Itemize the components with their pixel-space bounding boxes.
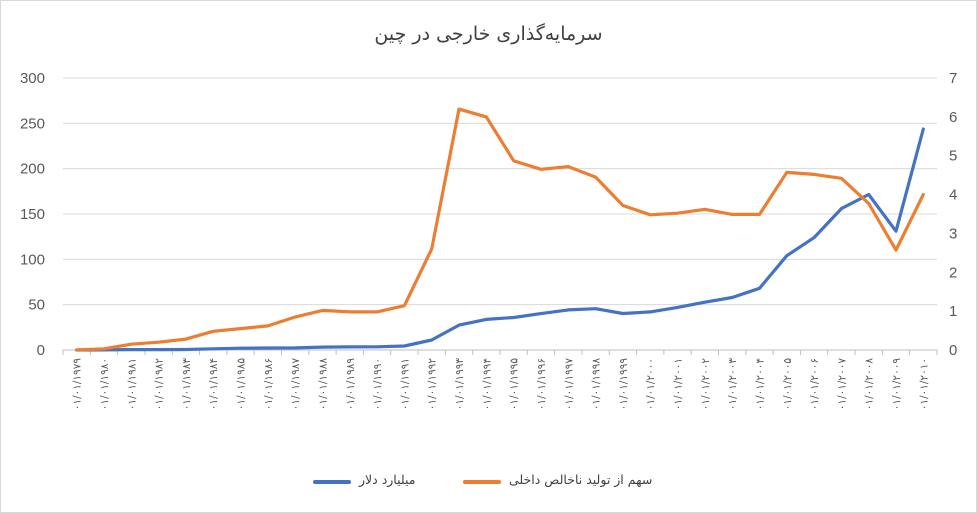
x-tick-label: ۰۱/۰۱/۱۹۸۱ bbox=[126, 358, 138, 410]
y-right-tick-label: 0 bbox=[949, 342, 957, 359]
x-tick-label: ۰۱/۰۱/۱۹۹۸ bbox=[591, 358, 603, 411]
chart-title: سرمایه‌گذاری خارجی در چین bbox=[374, 23, 603, 45]
series-line-gdp-share bbox=[75, 107, 925, 352]
legend-label: میلیارد دلار bbox=[359, 472, 416, 487]
x-tick-label: ۰۱/۰۱/۱۹۸۵ bbox=[236, 358, 248, 411]
y-left-tick-label: 300 bbox=[20, 70, 45, 87]
x-tick-label: ۰۱/۰۱/۲۰۰۳ bbox=[727, 358, 739, 411]
legend-swatch-orange bbox=[463, 480, 501, 484]
legend-label: سهم از تولید ناخالص داخلی bbox=[509, 472, 653, 487]
x-tick-label: ۰۱/۰۱/۲۰۰۷ bbox=[836, 358, 848, 411]
x-tick-label: ۰۱/۰۱/۲۰۰۶ bbox=[809, 358, 821, 410]
x-tick-label: ۰۱/۰۱/۱۹۸۷ bbox=[290, 358, 302, 411]
y-right-tick-label: 3 bbox=[949, 225, 957, 242]
y-right-tick-label: 2 bbox=[949, 264, 957, 281]
x-tick-label: ۰۱/۰۱/۱۹۸۰ bbox=[99, 358, 111, 410]
y-left-tick-label: 250 bbox=[20, 115, 45, 132]
x-tick-label: ۰۱/۰۱/۲۰۰۴ bbox=[754, 358, 766, 410]
x-tick-label: ۰۱/۰۱/۱۹۹۴ bbox=[481, 358, 493, 410]
x-tick-label: ۰۱/۰۱/۲۰۰۵ bbox=[782, 358, 794, 411]
y-right-tick-label: 1 bbox=[949, 303, 957, 320]
y-left-tick-label: 0 bbox=[37, 342, 45, 359]
x-tick-label: ۰۱/۰۱/۱۹۸۶ bbox=[263, 358, 275, 410]
y-left-tick-label: 100 bbox=[20, 251, 45, 268]
x-tick-label: ۰۱/۰۱/۱۹۹۱ bbox=[399, 358, 411, 410]
x-tick-label: ۰۱/۰۱/۱۹۸۸ bbox=[317, 358, 329, 411]
x-tick-label: ۰۱/۰۱/۲۰۰۲ bbox=[700, 358, 712, 411]
x-tick-label: ۰۱/۰۱/۱۹۸۲ bbox=[154, 358, 166, 411]
x-tick-label: ۰۱/۰۱/۱۹۹۶ bbox=[536, 358, 548, 410]
y-right-tick-label: 5 bbox=[949, 148, 957, 165]
y-right-tick-label: 6 bbox=[949, 109, 957, 126]
x-tick-label: ۰۱/۰۱/۱۹۹۳ bbox=[454, 358, 466, 411]
x-tick-label: ۰۱/۰۱/۱۹۸۹ bbox=[345, 358, 357, 411]
x-tick-label: ۰۱/۰۱/۲۰۰۰ bbox=[645, 358, 657, 410]
y-right-tick-label: 4 bbox=[949, 187, 957, 204]
x-tick-label: ۰۱/۰۱/۱۹۸۳ bbox=[181, 358, 193, 411]
y-left-tick-label: 200 bbox=[20, 161, 45, 178]
x-tick-label: ۰۱/۰۱/۱۹۹۷ bbox=[563, 358, 575, 411]
x-tick-label: ۰۱/۰۱/۱۹۹۹ bbox=[618, 358, 630, 411]
y-right-tick-label: 7 bbox=[949, 70, 957, 87]
x-tick-label: ۰۱/۰۱/۱۹۹۲ bbox=[427, 358, 439, 411]
y-left-tick-label: 150 bbox=[20, 206, 45, 223]
x-tick-label: ۰۱/۰۱/۱۹۷۹ bbox=[72, 358, 84, 411]
x-tick-label: ۰۱/۰۱/۲۰۰۸ bbox=[864, 358, 876, 411]
legend-swatch-blue bbox=[313, 480, 351, 484]
y-left-tick-label: 50 bbox=[28, 297, 45, 314]
legend-item-gdp-share: سهم از تولید ناخالص داخلی bbox=[463, 471, 703, 491]
x-tick-label: ۰۱/۰۱/۲۰۰۱ bbox=[673, 358, 685, 410]
line-chart: 0 50 100 150 200 250 300 0 1 2 3 4 5 6 7 ۰۱/۰۱/۱۹۷۹ ۰۱/۰… bbox=[20, 70, 957, 411]
x-tick-label: ۰۱/۰۱/۱۹۹۵ bbox=[509, 358, 521, 411]
x-tick-label: ۰۱/۰۱/۱۹۸۴ bbox=[208, 358, 220, 410]
x-tick-label: ۰۱/۰۱/۲۰۱۰ bbox=[918, 358, 930, 410]
x-tick-label: ۰۱/۰۱/۱۹۹۰ bbox=[372, 358, 384, 410]
legend-item-billion-dollars: میلیارد دلار bbox=[313, 471, 433, 491]
series-line-billion-dollars bbox=[75, 127, 925, 352]
x-tick-label: ۰۱/۰۱/۲۰۰۹ bbox=[891, 358, 903, 411]
chart-legend: میلیارد دلار سهم از تولید ناخالص داخلی bbox=[1, 471, 976, 491]
